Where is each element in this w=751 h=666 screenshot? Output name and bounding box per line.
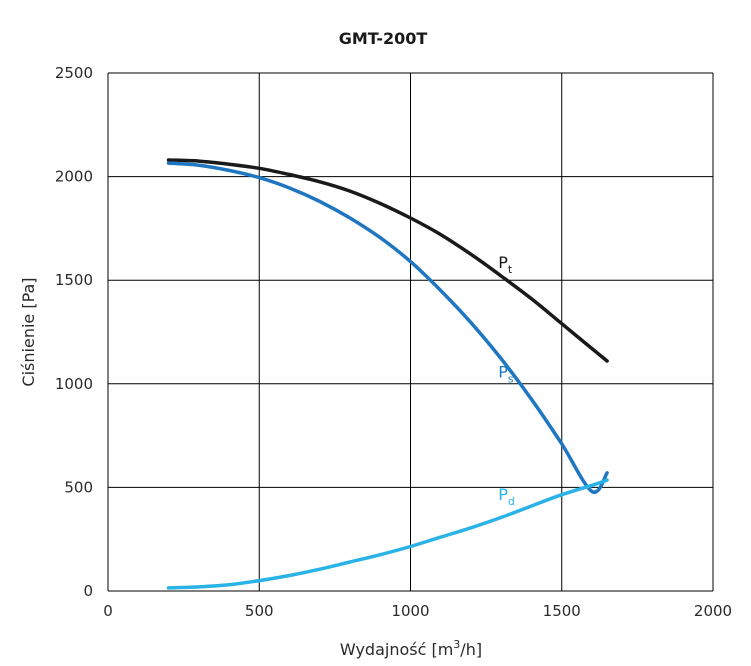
series-label-main: P bbox=[498, 253, 508, 272]
series-label-pt: Pt bbox=[498, 253, 513, 276]
grid bbox=[107, 72, 714, 592]
series-label-main: P bbox=[498, 485, 508, 504]
series-line-pt bbox=[166, 158, 609, 363]
y-tick-label-0: 0 bbox=[83, 582, 93, 600]
y-tick-label-1: 500 bbox=[64, 478, 93, 496]
x-tick-label-4: 2000 bbox=[694, 602, 732, 620]
x-axis-label-end: /h] bbox=[460, 640, 482, 659]
y-tick-label-5: 2500 bbox=[55, 64, 93, 82]
x-tick-label-3: 1500 bbox=[543, 602, 581, 620]
y-axis-label: Ciśnienie [Pa] bbox=[19, 277, 38, 386]
x-tick-label-2: 1000 bbox=[391, 602, 429, 620]
chart-title: GMT-200T bbox=[339, 29, 428, 48]
x-axis-label-superscript: 3 bbox=[453, 638, 460, 651]
series-label-pd: Pd bbox=[498, 485, 515, 508]
tick-labels: 0 500 1000 1500 2000 0 500 1000 1500 2000 2500 bbox=[55, 64, 732, 620]
series-label-subscript: s bbox=[508, 373, 514, 386]
x-tick-label-0: 0 bbox=[103, 602, 113, 620]
x-axis-label-main: Wydajność [m bbox=[340, 640, 453, 659]
y-tick-label-2: 1000 bbox=[55, 375, 93, 393]
y-tick-label-4: 2000 bbox=[55, 168, 93, 186]
series-line-pd bbox=[166, 478, 609, 590]
series-line-ps bbox=[166, 161, 609, 494]
y-tick-label-3: 1500 bbox=[55, 271, 93, 289]
x-axis-label: Wydajność [m3/h] bbox=[340, 638, 482, 659]
series-label-subscript: t bbox=[508, 263, 513, 276]
series-label-main: P bbox=[498, 363, 508, 382]
series-label-ps: Ps bbox=[498, 363, 514, 386]
curves bbox=[166, 158, 609, 590]
x-tick-label-1: 500 bbox=[245, 602, 274, 620]
series-label-subscript: d bbox=[508, 495, 515, 508]
